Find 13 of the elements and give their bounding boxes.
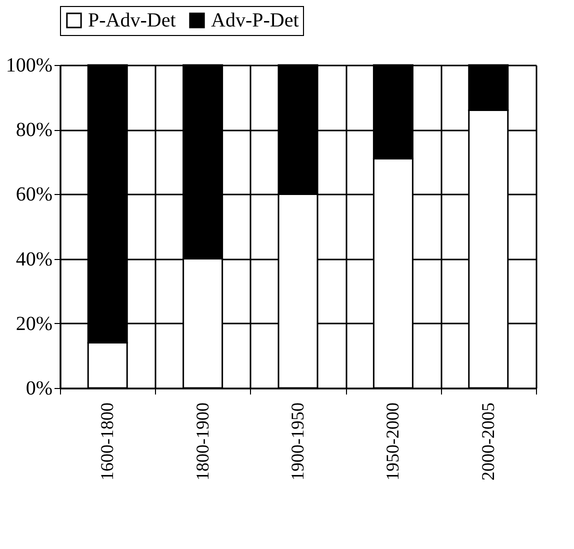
y-tick-label: 80% [16,119,52,142]
y-tick-label: 100% [6,54,52,76]
x-tick-label: 1600-1800 [97,402,118,480]
y-tick-label: 40% [16,248,52,270]
y-tick-label: 0% [26,378,52,400]
y-tick-label: 60% [16,184,52,206]
x-tick-label: 1800-1900 [192,402,212,480]
x-tick-label: 1900-1950 [288,402,308,480]
legend-label: Adv-P-Det [211,9,300,32]
y-tick-label: 20% [16,312,52,335]
x-tick-label: 1950-2000 [382,402,403,480]
x-tick-label: 2000-2005 [478,402,498,480]
legend-label: P-Adv-Det [88,9,176,32]
